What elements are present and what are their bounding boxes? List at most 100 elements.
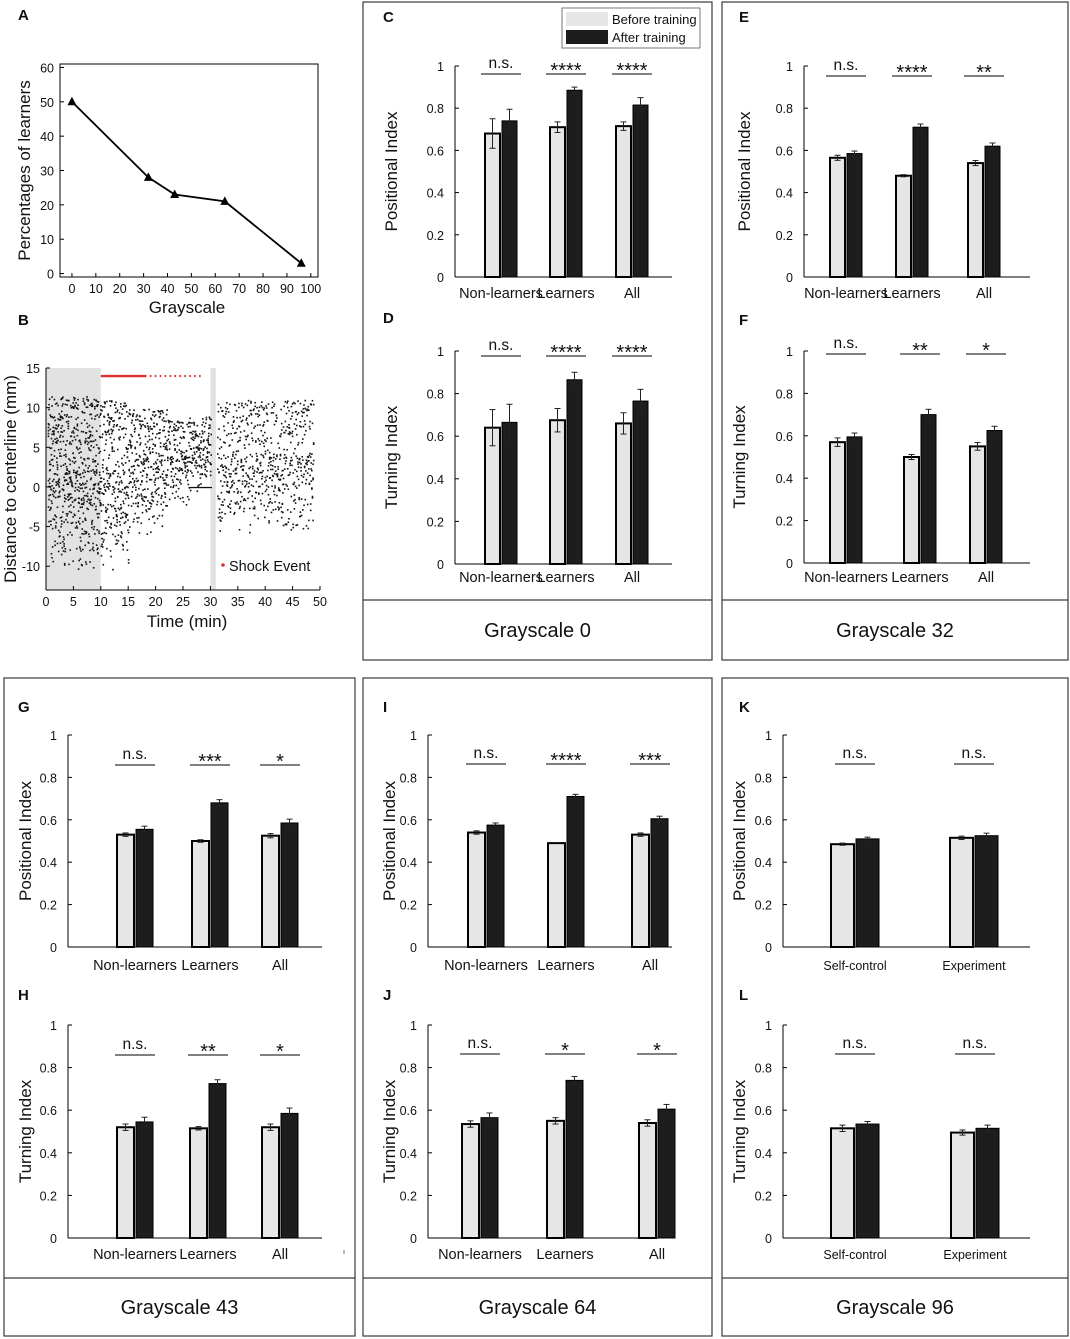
data-point (154, 477, 157, 480)
data-point (304, 407, 307, 410)
category-label: All (649, 1247, 665, 1263)
data-point (104, 431, 107, 434)
data-point (209, 461, 211, 464)
data-point (138, 494, 141, 497)
data-point (113, 450, 115, 453)
data-point (282, 483, 285, 486)
data-point (111, 493, 114, 495)
data-point (110, 417, 113, 419)
data-point (276, 520, 279, 522)
y-tick-label: 0.6 (400, 814, 417, 828)
data-point (66, 512, 69, 515)
data-point (104, 482, 106, 485)
data-point (62, 488, 65, 491)
data-point (290, 495, 293, 498)
data-point (283, 431, 286, 434)
data-point (186, 423, 188, 426)
data-point (117, 472, 120, 475)
data-point (142, 470, 145, 472)
y-tick-label: 0.2 (427, 229, 444, 243)
data-point (51, 493, 54, 496)
data-point (108, 424, 111, 426)
data-point (242, 415, 244, 418)
y-tick-label: 0 (410, 941, 417, 955)
data-point (186, 465, 188, 467)
data-point (82, 503, 85, 506)
data-point (64, 449, 67, 452)
data-point (93, 487, 96, 490)
data-point (242, 465, 245, 467)
data-point (237, 503, 240, 505)
data-point (220, 458, 223, 460)
x-tick-label: 100 (300, 282, 321, 296)
data-point (179, 479, 182, 481)
y-tick-label: 0.4 (776, 187, 793, 201)
data-point (143, 463, 146, 465)
data-point (194, 464, 196, 467)
data-point (122, 469, 124, 472)
data-point (129, 413, 132, 416)
data-point (163, 492, 166, 494)
data-point (281, 502, 284, 505)
significance-label: n.s. (123, 746, 148, 763)
data-point (241, 480, 244, 483)
y-tick-label: 0.4 (400, 1147, 417, 1161)
data-point (242, 475, 244, 477)
data-point (77, 398, 79, 401)
data-point (86, 406, 89, 409)
data-point (264, 439, 266, 441)
data-point (148, 446, 151, 449)
data-point (118, 481, 121, 484)
data-point (92, 469, 94, 471)
data-point (301, 456, 304, 458)
data-point (250, 412, 252, 415)
data-point (298, 497, 301, 499)
data-point (53, 398, 56, 401)
data-point (182, 458, 185, 461)
data-point (150, 428, 152, 430)
y-tick-label: 0 (765, 1232, 772, 1246)
data-point (195, 446, 198, 448)
data-point (143, 500, 146, 503)
data-point (150, 478, 153, 481)
data-point (123, 471, 126, 473)
data-point (147, 428, 150, 431)
data-point (219, 530, 222, 532)
data-point (102, 541, 105, 543)
data-point (62, 417, 64, 420)
bar-after-learners (566, 795, 585, 948)
data-point (95, 472, 98, 474)
data-point (230, 460, 233, 463)
data-point (241, 495, 243, 498)
data-point (187, 469, 190, 472)
significance-label: **** (550, 60, 581, 82)
y-tick-label: 0 (437, 271, 444, 285)
data-point (51, 396, 53, 398)
significance-label: n.s. (123, 1036, 148, 1053)
group-panel-4: Grayscale 64 (362, 677, 713, 1337)
data-point (53, 478, 55, 481)
data-point (76, 434, 79, 437)
data-point (268, 462, 270, 464)
data-point (202, 486, 205, 489)
data-point (235, 472, 238, 475)
data-point (88, 542, 90, 544)
data-point (306, 408, 309, 411)
data-point (198, 465, 201, 468)
data-point (154, 468, 157, 470)
data-point (80, 484, 83, 486)
data-point (195, 486, 197, 489)
data-point (71, 501, 74, 503)
data-point (81, 506, 84, 508)
data-point (154, 414, 157, 416)
data-point (115, 543, 117, 545)
y-tick-label: 0 (410, 1232, 417, 1246)
data-point (96, 512, 99, 515)
data-point (244, 403, 247, 405)
data-point (191, 433, 194, 435)
data-point (93, 503, 96, 505)
data-point (58, 419, 61, 421)
data-point (180, 421, 183, 424)
data-point (282, 477, 285, 480)
